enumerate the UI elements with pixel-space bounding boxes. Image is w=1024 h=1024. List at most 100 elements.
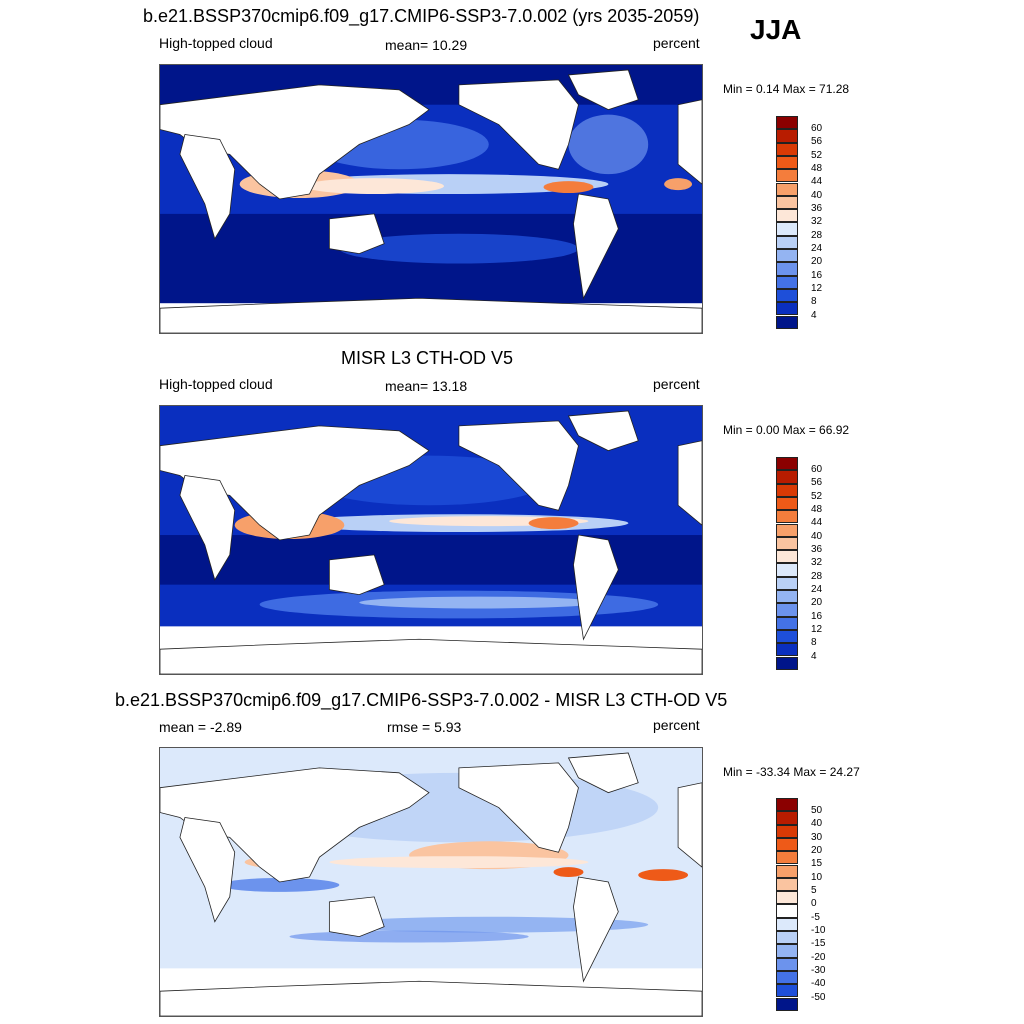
panel2-colorbar-label: 28	[811, 571, 823, 582]
panel2-colorbar-label: 48	[811, 504, 823, 515]
panel3-colorbar-swatch	[776, 931, 798, 945]
panel1-colorbar-swatch	[776, 155, 798, 170]
panel2-colorbar-swatch	[776, 470, 798, 484]
panel3-colorbar-label: 5	[811, 885, 817, 896]
panel3-colorbar-swatch	[776, 837, 798, 852]
panel3-colorbar-swatch	[776, 851, 798, 865]
panel2-colorbar-swatch	[776, 510, 798, 524]
panel1-colorbar-swatch	[776, 235, 798, 249]
panel3-colorbar-label: -50	[811, 992, 826, 1003]
panel3-colorbar-label: -5	[811, 912, 820, 923]
panel2-colorbar-label: 8	[811, 637, 817, 648]
panel1-colorbar-label: 4	[811, 310, 817, 321]
panel3-colorbar-label: -15	[811, 938, 826, 949]
panel2-colorbar-swatch	[776, 616, 798, 630]
panel2-colorbar-swatch	[776, 576, 798, 590]
panel1-colorbar-label: 48	[811, 163, 823, 174]
panel3-colorbar-label: 30	[811, 832, 823, 843]
panel3-minmax: Min = -33.34 Max = 24.27	[723, 765, 860, 779]
panel2-units: percent	[653, 376, 700, 392]
panel1-colorbar-label: 20	[811, 256, 823, 267]
panel1-colorbar-label: 40	[811, 190, 823, 201]
panel2-colorbar-label: 12	[811, 624, 823, 635]
panel1-mean: mean= 10.29	[385, 37, 468, 53]
panel3-colorbar-label: -20	[811, 952, 826, 963]
panel3-title: b.e21.BSSP370cmip6.f09_g17.CMIP6-SSP3-7.…	[115, 690, 728, 710]
panel2-colorbar-label: 4	[811, 651, 817, 662]
panel1-colorbar-swatch	[776, 195, 798, 210]
panel3-colorbar-label: -30	[811, 965, 826, 976]
panel3-units: percent	[653, 717, 700, 733]
panel1-colorbar-label: 28	[811, 230, 823, 241]
panel1-colorbar-swatch	[776, 116, 798, 130]
panel1-colorbar-label: 16	[811, 270, 823, 281]
panel3-colorbar-label: -40	[811, 978, 826, 989]
panel3-colorbar-label: 10	[811, 872, 823, 883]
panel1-colorbar-swatch	[776, 129, 798, 143]
panel2-colorbar-label: 32	[811, 557, 823, 568]
panel2-colorbar-swatch	[776, 563, 798, 577]
panel1-colorbar-swatch	[776, 249, 798, 263]
panel1-title: b.e21.BSSP370cmip6.f09_g17.CMIP6-SSP3-7.…	[143, 6, 700, 26]
panel2-colorbar-label: 40	[811, 531, 823, 542]
panel1-map	[159, 64, 703, 334]
panel3-map	[159, 747, 703, 1017]
panel2-mean: mean= 13.18	[385, 378, 468, 394]
panel3-colorbar-label: 40	[811, 818, 823, 829]
panel3-colorbar-swatch	[776, 877, 798, 892]
panel3-colorbar-swatch	[776, 917, 798, 931]
panel3-colorbar-swatch	[776, 970, 798, 985]
panel2-minmax: Min = 0.00 Max = 66.92	[723, 423, 850, 437]
panel2-colorbar-swatch	[776, 590, 798, 604]
panel2-colorbar-label: 56	[811, 477, 823, 488]
panel1-colorbar-label: 36	[811, 203, 823, 214]
panel3-colorbar-swatch	[776, 944, 798, 958]
panel1-colorbar-label: 8	[811, 296, 817, 307]
panel2-colorbar-label: 16	[811, 611, 823, 622]
panel2-field	[160, 406, 702, 674]
panel2-colorbar-swatch	[776, 603, 798, 617]
panel1-colorbar-label: 52	[811, 150, 823, 161]
panel3-colorbar-swatch	[776, 811, 798, 825]
panel1-colorbar-label: 44	[811, 176, 823, 187]
panel1-colorbar-swatch	[776, 315, 798, 329]
panel1-variable-label: High-topped cloud	[159, 35, 273, 51]
panel3-colorbar-label: -10	[811, 925, 826, 936]
panel2-colorbar-swatch	[776, 656, 798, 670]
panel3-mean: mean = -2.89	[159, 719, 242, 735]
panel3-field	[160, 748, 702, 1016]
panel1-colorbar-swatch	[776, 302, 798, 316]
panel3-colorbar-swatch	[776, 824, 798, 838]
panel1-colorbar-label: 56	[811, 136, 823, 147]
panel2-colorbar-label: 44	[811, 517, 823, 528]
panel2-colorbar-swatch	[776, 550, 798, 564]
panel2-colorbar-swatch	[776, 457, 798, 471]
panel3-colorbar-swatch	[776, 864, 798, 878]
panel1-units: percent	[653, 35, 700, 51]
panel1-colorbar-swatch	[776, 142, 798, 156]
panel3-colorbar-label: 0	[811, 898, 817, 909]
panel3-rmse: rmse = 5.93	[387, 719, 462, 735]
panel1-colorbar-label: 24	[811, 243, 823, 254]
panel1-minmax: Min = 0.14 Max = 71.28	[723, 82, 850, 96]
panel3-colorbar-label: 20	[811, 845, 823, 856]
panel2-colorbar-label: 20	[811, 597, 823, 608]
season-label: JJA	[750, 14, 802, 45]
panel2-colorbar-swatch	[776, 536, 798, 551]
panel2-title: MISR L3 CTH-OD V5	[341, 348, 514, 368]
panel1-colorbar-swatch	[776, 209, 798, 223]
panel2-colorbar-label: 60	[811, 464, 823, 475]
panel3-colorbar-swatch	[776, 997, 798, 1011]
panel3-colorbar-swatch	[776, 891, 798, 905]
panel1-colorbar-swatch	[776, 222, 798, 236]
panel2-map	[159, 405, 703, 675]
panel1-colorbar-label: 12	[811, 283, 823, 294]
panel3-colorbar-swatch	[776, 798, 798, 812]
panel2-colorbar-swatch	[776, 629, 798, 644]
panel2-variable-label: High-topped cloud	[159, 376, 273, 392]
panel1-colorbar-swatch	[776, 182, 798, 196]
panel3-colorbar-label: 50	[811, 805, 823, 816]
panel3-colorbar-swatch	[776, 904, 798, 918]
panel1-field	[160, 65, 702, 333]
panel2-colorbar-label: 52	[811, 491, 823, 502]
